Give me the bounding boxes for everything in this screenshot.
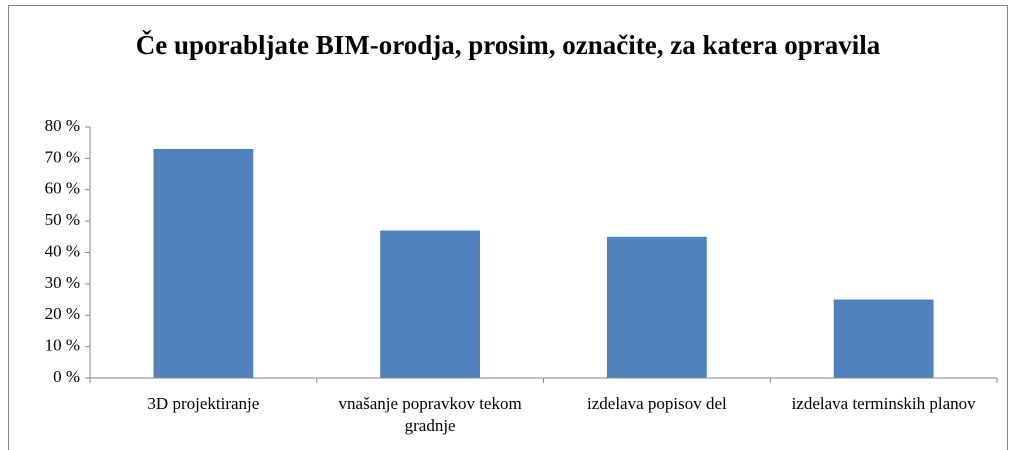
x-tick-label: 3D projektiranje [147,394,260,413]
y-tick-label: 30 % [45,273,80,292]
y-tick-label: 80 % [45,116,80,135]
y-tick-label: 20 % [45,304,80,323]
x-tick-label: izdelava terminskih planov [791,394,976,413]
chart-title: Če uporabljate BIM-orodja, prosim, označ… [135,30,881,60]
bar [606,236,707,378]
bar [833,299,934,378]
y-tick-label: 10 % [45,336,80,355]
y-tick-label: 60 % [45,179,80,198]
chart-frame [8,5,1008,450]
bar [380,230,481,378]
bar [153,148,254,378]
y-tick-label: 50 % [45,210,80,229]
y-tick-label: 0 % [53,367,80,386]
y-tick-label: 40 % [45,241,80,260]
x-tick-label: izdelava popisov del [587,394,727,413]
y-tick-label: 70 % [45,147,80,166]
x-tick-label: vnašanje popravkov tekom gradnje [338,394,522,435]
